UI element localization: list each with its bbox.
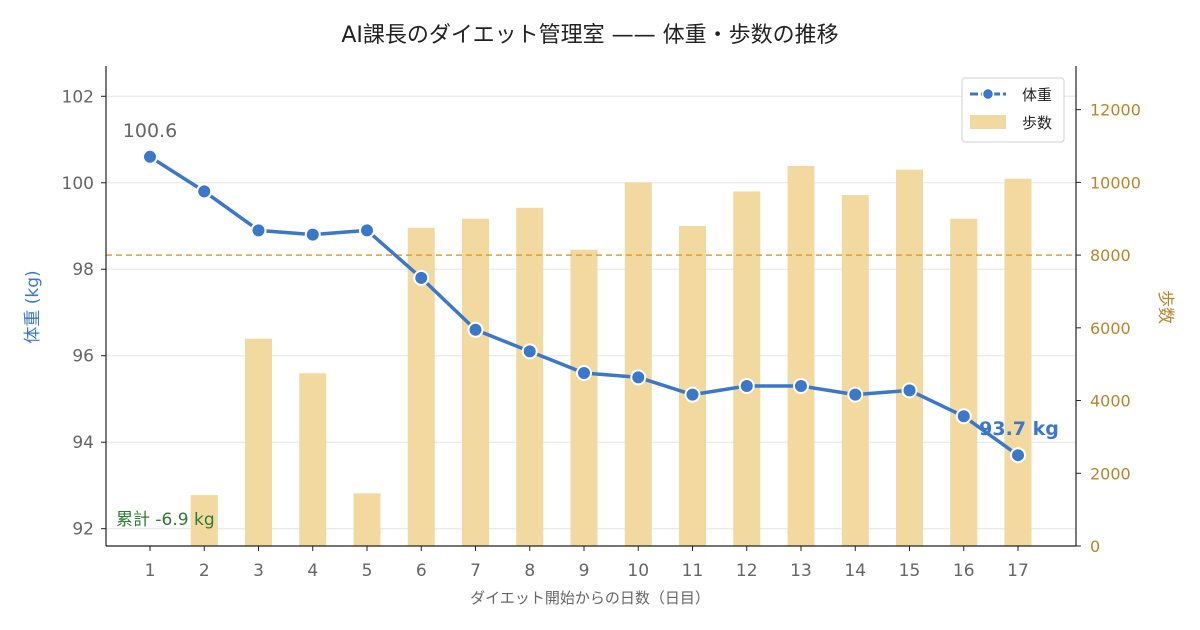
- y-tick-label-right: 6000: [1090, 319, 1131, 338]
- steps-bar: [245, 338, 272, 546]
- x-tick-label: 2: [199, 561, 210, 581]
- y-tick-label-right: 4000: [1090, 392, 1131, 411]
- y-tick-label-left: 98: [72, 260, 94, 280]
- weight-point: [467, 321, 484, 338]
- weight-point: [250, 222, 267, 239]
- x-tick-label: 9: [579, 561, 590, 581]
- x-tick-label: 8: [524, 561, 535, 581]
- y-tick-label-left: 100: [62, 174, 94, 194]
- x-tick-label: 13: [790, 561, 812, 581]
- steps-bar: [733, 191, 761, 547]
- y-tick-label-right: 12000: [1090, 101, 1141, 120]
- weight-point: [684, 386, 701, 403]
- x-axis-label: ダイエット開始からの日数（日目）: [470, 589, 710, 607]
- steps-bar: [190, 495, 218, 546]
- weight-point: [847, 386, 864, 403]
- x-tick-label: 14: [844, 561, 866, 581]
- cumulative-change-annotation: 累計 -6.9 kg: [116, 510, 215, 530]
- weight-point: [359, 222, 375, 239]
- x-tick-label: 16: [953, 561, 975, 581]
- start-value-annotation: 100.6: [123, 120, 177, 142]
- weight-point: [304, 226, 321, 243]
- x-tick-label: 4: [307, 561, 318, 581]
- steps-bars: [190, 166, 1032, 547]
- steps-bar: [462, 218, 489, 546]
- end-value-annotation: 93.7 kg: [979, 418, 1059, 440]
- x-tick-label: 1: [145, 561, 156, 581]
- x-tick-label: 6: [416, 561, 427, 581]
- weight-point: [738, 378, 755, 394]
- y-tick-label-left: 94: [72, 433, 94, 453]
- weight-point: [413, 269, 430, 286]
- steps-bar: [516, 207, 544, 546]
- steps-bar: [570, 249, 598, 547]
- weight-series: [142, 148, 1026, 464]
- x-tick-label: 5: [362, 561, 373, 581]
- axes: [105, 66, 1077, 547]
- weight-point: [142, 148, 158, 165]
- steps-bar: [1004, 178, 1032, 546]
- weight-point: [1010, 447, 1026, 464]
- legend-steps-label: 歩数: [1022, 114, 1052, 132]
- y-tick-label-right: 2000: [1090, 464, 1131, 483]
- steps-bar: [624, 182, 652, 546]
- y-tick-label-left: 102: [62, 87, 94, 107]
- x-tick-label: 10: [627, 561, 649, 581]
- steps-bar: [299, 373, 327, 546]
- weight-point: [955, 408, 972, 425]
- steps-bar: [353, 493, 381, 546]
- legend: 体重 歩数: [961, 77, 1065, 143]
- chart-title: AI課長のダイエット管理室 —— 体重・歩数の推移: [341, 23, 838, 48]
- x-tick-label: 15: [899, 561, 921, 581]
- tick-labels: 9294969810010202000400060008000100001200…: [62, 87, 1141, 581]
- y-tick-label-right: 10000: [1090, 173, 1141, 192]
- weight-point: [576, 365, 592, 382]
- steps-bar: [679, 226, 706, 546]
- x-tick-label: 12: [736, 561, 758, 581]
- weight-point: [521, 343, 538, 360]
- y-tick-label-left: 96: [72, 347, 94, 367]
- x-tick-label: 17: [1007, 561, 1029, 581]
- y-tick-label-right: 0: [1090, 537, 1100, 556]
- legend-steps-swatch: [970, 115, 1006, 129]
- weight-point: [793, 378, 809, 394]
- y-tick-label-left: 92: [72, 520, 94, 540]
- steps-bar: [841, 195, 869, 546]
- steps-bar: [950, 218, 978, 546]
- weight-point: [196, 183, 213, 200]
- steps-bar: [896, 169, 923, 547]
- y-tick-label-right: 8000: [1090, 246, 1131, 265]
- weight-point: [901, 382, 918, 399]
- legend-weight-marker: [981, 87, 995, 101]
- weight-point: [630, 369, 647, 386]
- steps-bar: [787, 166, 815, 546]
- y-axis-label-left: 体重 (kg): [23, 270, 43, 343]
- x-tick-label: 11: [682, 561, 704, 581]
- x-tick-label: 7: [470, 561, 481, 581]
- x-tick-label: 3: [253, 561, 264, 581]
- y-axis-label-right: 歩数: [1155, 290, 1175, 324]
- legend-weight-label: 体重: [1022, 86, 1052, 104]
